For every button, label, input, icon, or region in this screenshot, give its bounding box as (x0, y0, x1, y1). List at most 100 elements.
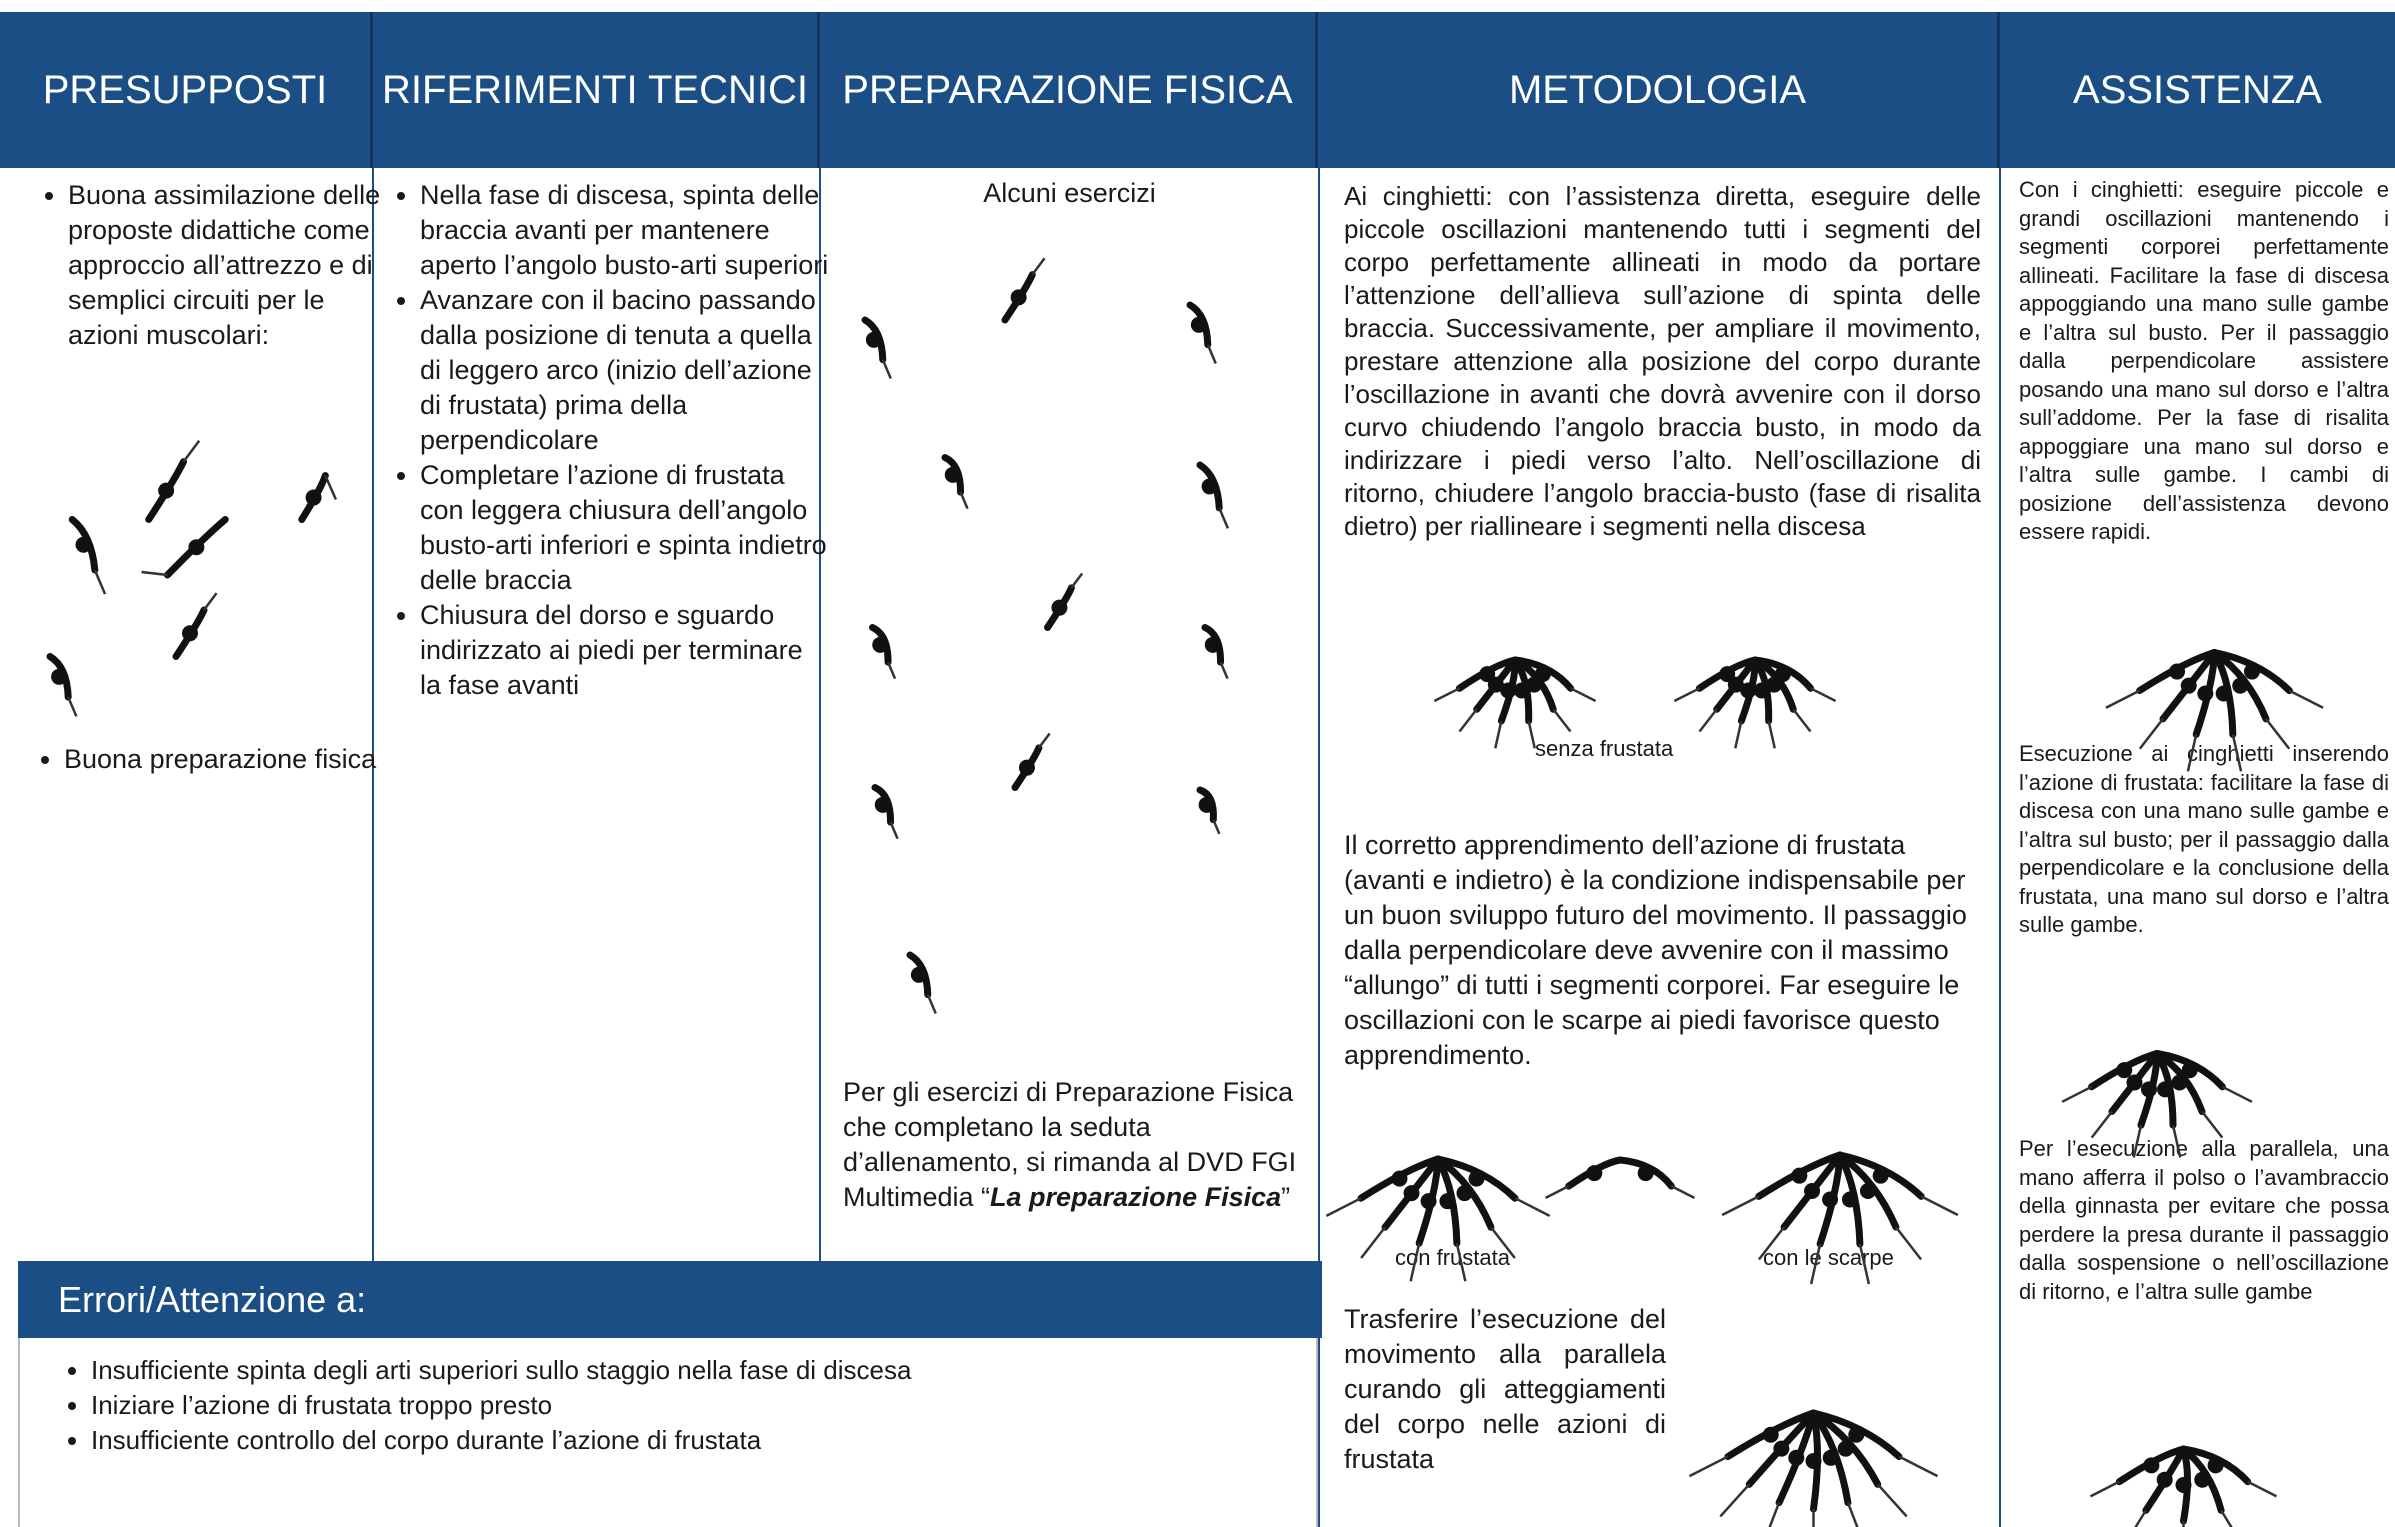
gymnast-body (1511, 656, 1533, 725)
gymnast-head (1774, 666, 1791, 683)
gymnast-head (2197, 685, 2214, 702)
gymnast-body (1616, 1156, 1675, 1190)
gymnast-body (1810, 1409, 1882, 1488)
gymnast-head (1773, 1440, 1790, 1457)
gymnast-body (1511, 656, 1557, 713)
list-item: Insufficiente spinta degli arti superior… (91, 1353, 1331, 1388)
gymnast-body (2180, 1445, 2225, 1514)
gymnast-head (1456, 1185, 1473, 1202)
gymnast-limb (2061, 1085, 2093, 1103)
gymnast-body (1434, 1155, 1495, 1231)
gymnast-body (1201, 624, 1225, 666)
gymnast-sketch (869, 572, 1084, 680)
gymnast-sketch (1196, 461, 1230, 529)
gymnast-body (172, 606, 208, 660)
list-item: Avanzare con il bacino passando dalla po… (420, 283, 830, 458)
list-item: Buona assimilazione delle proposte didat… (68, 178, 388, 353)
gymnast-head (944, 466, 961, 483)
gymnast-head (1487, 676, 1504, 693)
gymnast-head (2169, 663, 2186, 680)
gymnast-sketch (1186, 301, 1217, 364)
gymnast-body (2211, 649, 2237, 738)
paragraph: Trasferire l’esecuzione del movimento al… (1344, 1304, 1666, 1474)
gymnast-body (906, 951, 932, 999)
gymnast-limb (1218, 507, 1230, 529)
gymnast-head (2181, 1062, 2198, 1079)
paragraph: Ai cinghietti: con l’assistenza diretta,… (1344, 181, 1981, 541)
gymnast-head (1841, 1191, 1858, 1208)
gymnast-sketch (871, 732, 1051, 840)
gymnast-limb (881, 359, 892, 379)
gymnast-body (298, 472, 329, 523)
gymnast-body (68, 516, 99, 574)
gymnast-body (1434, 1155, 1461, 1247)
gymnast-head (2116, 1062, 2133, 1079)
gymnast-head (1805, 1453, 1822, 1469)
gymnast-head (872, 636, 889, 653)
gymnast-sketch (1201, 624, 1229, 680)
gymnast-limb (1494, 720, 1503, 749)
gymnast-head (1500, 682, 1517, 699)
gymnast-head (1190, 316, 1207, 333)
gymnast-body (1011, 744, 1043, 791)
gymnast-body (2180, 1445, 2252, 1486)
gymnast-head (1468, 1170, 1485, 1187)
gymnast-limb (1673, 687, 1700, 703)
gymnast-head (1051, 599, 1068, 616)
gymnast-head (75, 536, 92, 553)
gymnast-head (1727, 676, 1744, 693)
gymnast-limb (1698, 708, 1718, 733)
gymnast-head (2126, 1074, 2143, 1091)
gymnast-body (1745, 1409, 1817, 1488)
gymnast-limb (1810, 687, 1837, 703)
figure-caption: senza frustata (1535, 736, 1674, 761)
gymnast-limb (2288, 689, 2324, 709)
gymnast-limb (1212, 819, 1221, 835)
gymnast-head (2207, 1457, 2224, 1474)
gymnast-limb (959, 491, 969, 510)
gymnast-limb (2221, 1085, 2253, 1103)
note: Per gli esercizi di Preparazione Fisica … (843, 1075, 1303, 1215)
note-text: ” (1281, 1182, 1291, 1212)
gymnast-body (2192, 649, 2218, 738)
gymnast-body (1713, 656, 1759, 713)
gymnast-limb (2089, 1480, 2120, 1498)
gymnast-limb (1688, 1455, 1729, 1478)
gymnast-head (910, 966, 927, 983)
gymnast-limb (1721, 1195, 1760, 1217)
gymnast-head (1534, 666, 1551, 683)
gymnast-body (1455, 656, 1519, 692)
list-item: Chiusura del dorso e sguardo indirizzato… (420, 598, 830, 703)
gymnast-head (2175, 1477, 2192, 1493)
gymnast-head (1719, 666, 1736, 683)
gymnast-head (1479, 666, 1496, 683)
gymnast-body (2108, 1050, 2161, 1116)
prerequisites-list: Buona preparazione fisica (34, 742, 384, 777)
gymnast-limb (1031, 257, 1046, 276)
column-divider (819, 168, 821, 1261)
gymnast-head (2232, 677, 2249, 694)
gymnast-limb (1898, 1455, 1939, 1478)
gymnast-head (1837, 1440, 1854, 1457)
gymnast-sketch (1673, 656, 1837, 749)
gymnast-limb (2247, 1480, 2278, 1498)
gymnast-body (2159, 649, 2218, 723)
gymnast-body (1434, 1155, 1519, 1202)
gymnast-limb (1433, 687, 1460, 703)
gymnast-body (46, 653, 72, 701)
gymnast-limb (1670, 1185, 1695, 1199)
gymnast-sketch (861, 257, 1046, 379)
gymnast-limb (926, 994, 937, 1014)
gymnast-body (1810, 1409, 1903, 1461)
gymnast-body (1751, 656, 1815, 692)
errors-title: Errori/Attenzione a: (18, 1261, 1322, 1338)
gymnast-body (1473, 656, 1519, 713)
gymnast-head (1586, 1165, 1603, 1182)
gymnast-head (865, 331, 882, 348)
gymnast-body (145, 458, 188, 523)
gymnast-body (2153, 1050, 2226, 1091)
gymnast-limb (1514, 1197, 1551, 1217)
gymnast-body (1196, 461, 1223, 512)
gymnast-head (1420, 1193, 1437, 1210)
gymnast-body (1724, 1409, 1817, 1461)
